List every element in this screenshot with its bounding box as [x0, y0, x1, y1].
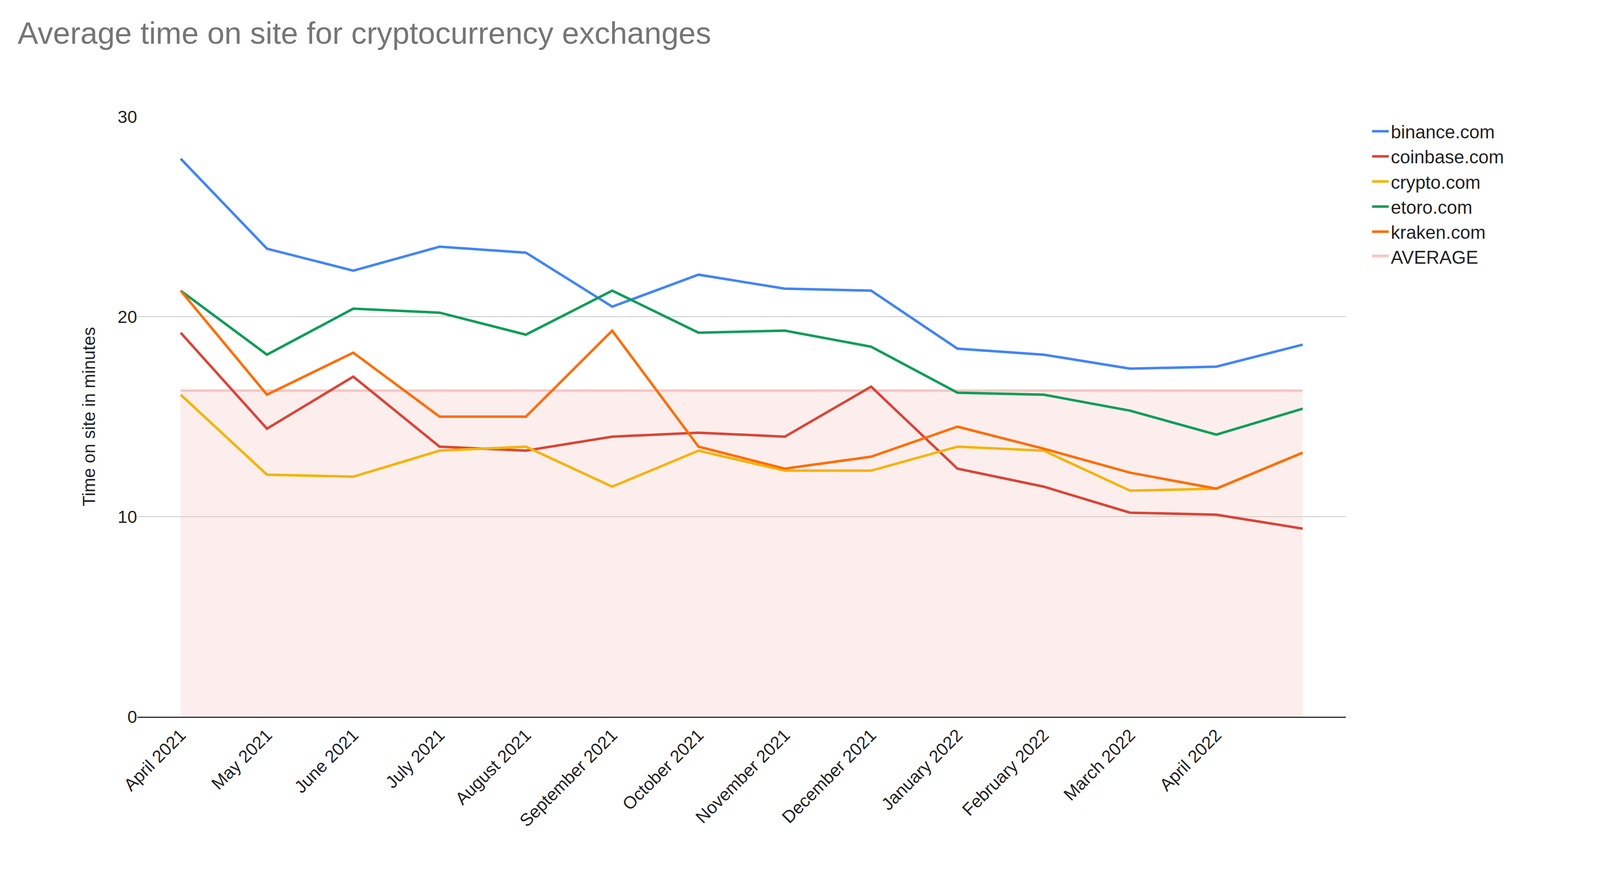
svg-text:November 2021: November 2021: [691, 725, 794, 828]
svg-text:April 2021: April 2021: [120, 725, 190, 795]
svg-text:August 2021: August 2021: [451, 725, 535, 809]
svg-text:Average time on site for crypt: Average time on site for cryptocurrency …: [17, 15, 711, 51]
svg-text:December 2021: December 2021: [777, 725, 880, 828]
svg-text:April 2022: April 2022: [1155, 725, 1226, 795]
svg-text:October 2021: October 2021: [618, 725, 708, 814]
svg-text:coinbase.com: coinbase.com: [1390, 146, 1504, 168]
svg-text:June 2021: June 2021: [290, 725, 363, 797]
svg-text:crypto.com: crypto.com: [1390, 172, 1481, 193]
svg-text:etoro.com: etoro.com: [1390, 197, 1473, 218]
svg-text:February 2022: February 2022: [958, 725, 1053, 820]
svg-text:Time on site in minutes: Time on site in minutes: [79, 327, 99, 507]
svg-text:kraken.com: kraken.com: [1390, 222, 1486, 243]
svg-text:20: 20: [117, 307, 138, 327]
svg-text:30: 30: [117, 107, 138, 127]
svg-text:AVERAGE: AVERAGE: [1390, 247, 1478, 268]
svg-text:March 2022: March 2022: [1059, 725, 1139, 805]
svg-text:September 2021: September 2021: [515, 725, 622, 831]
svg-text:0: 0: [127, 707, 138, 727]
svg-text:July 2021: July 2021: [381, 725, 449, 792]
svg-text:May 2021: May 2021: [207, 725, 276, 794]
svg-text:January 2022: January 2022: [877, 725, 967, 814]
svg-text:binance.com: binance.com: [1390, 121, 1495, 143]
svg-text:10: 10: [117, 507, 138, 527]
